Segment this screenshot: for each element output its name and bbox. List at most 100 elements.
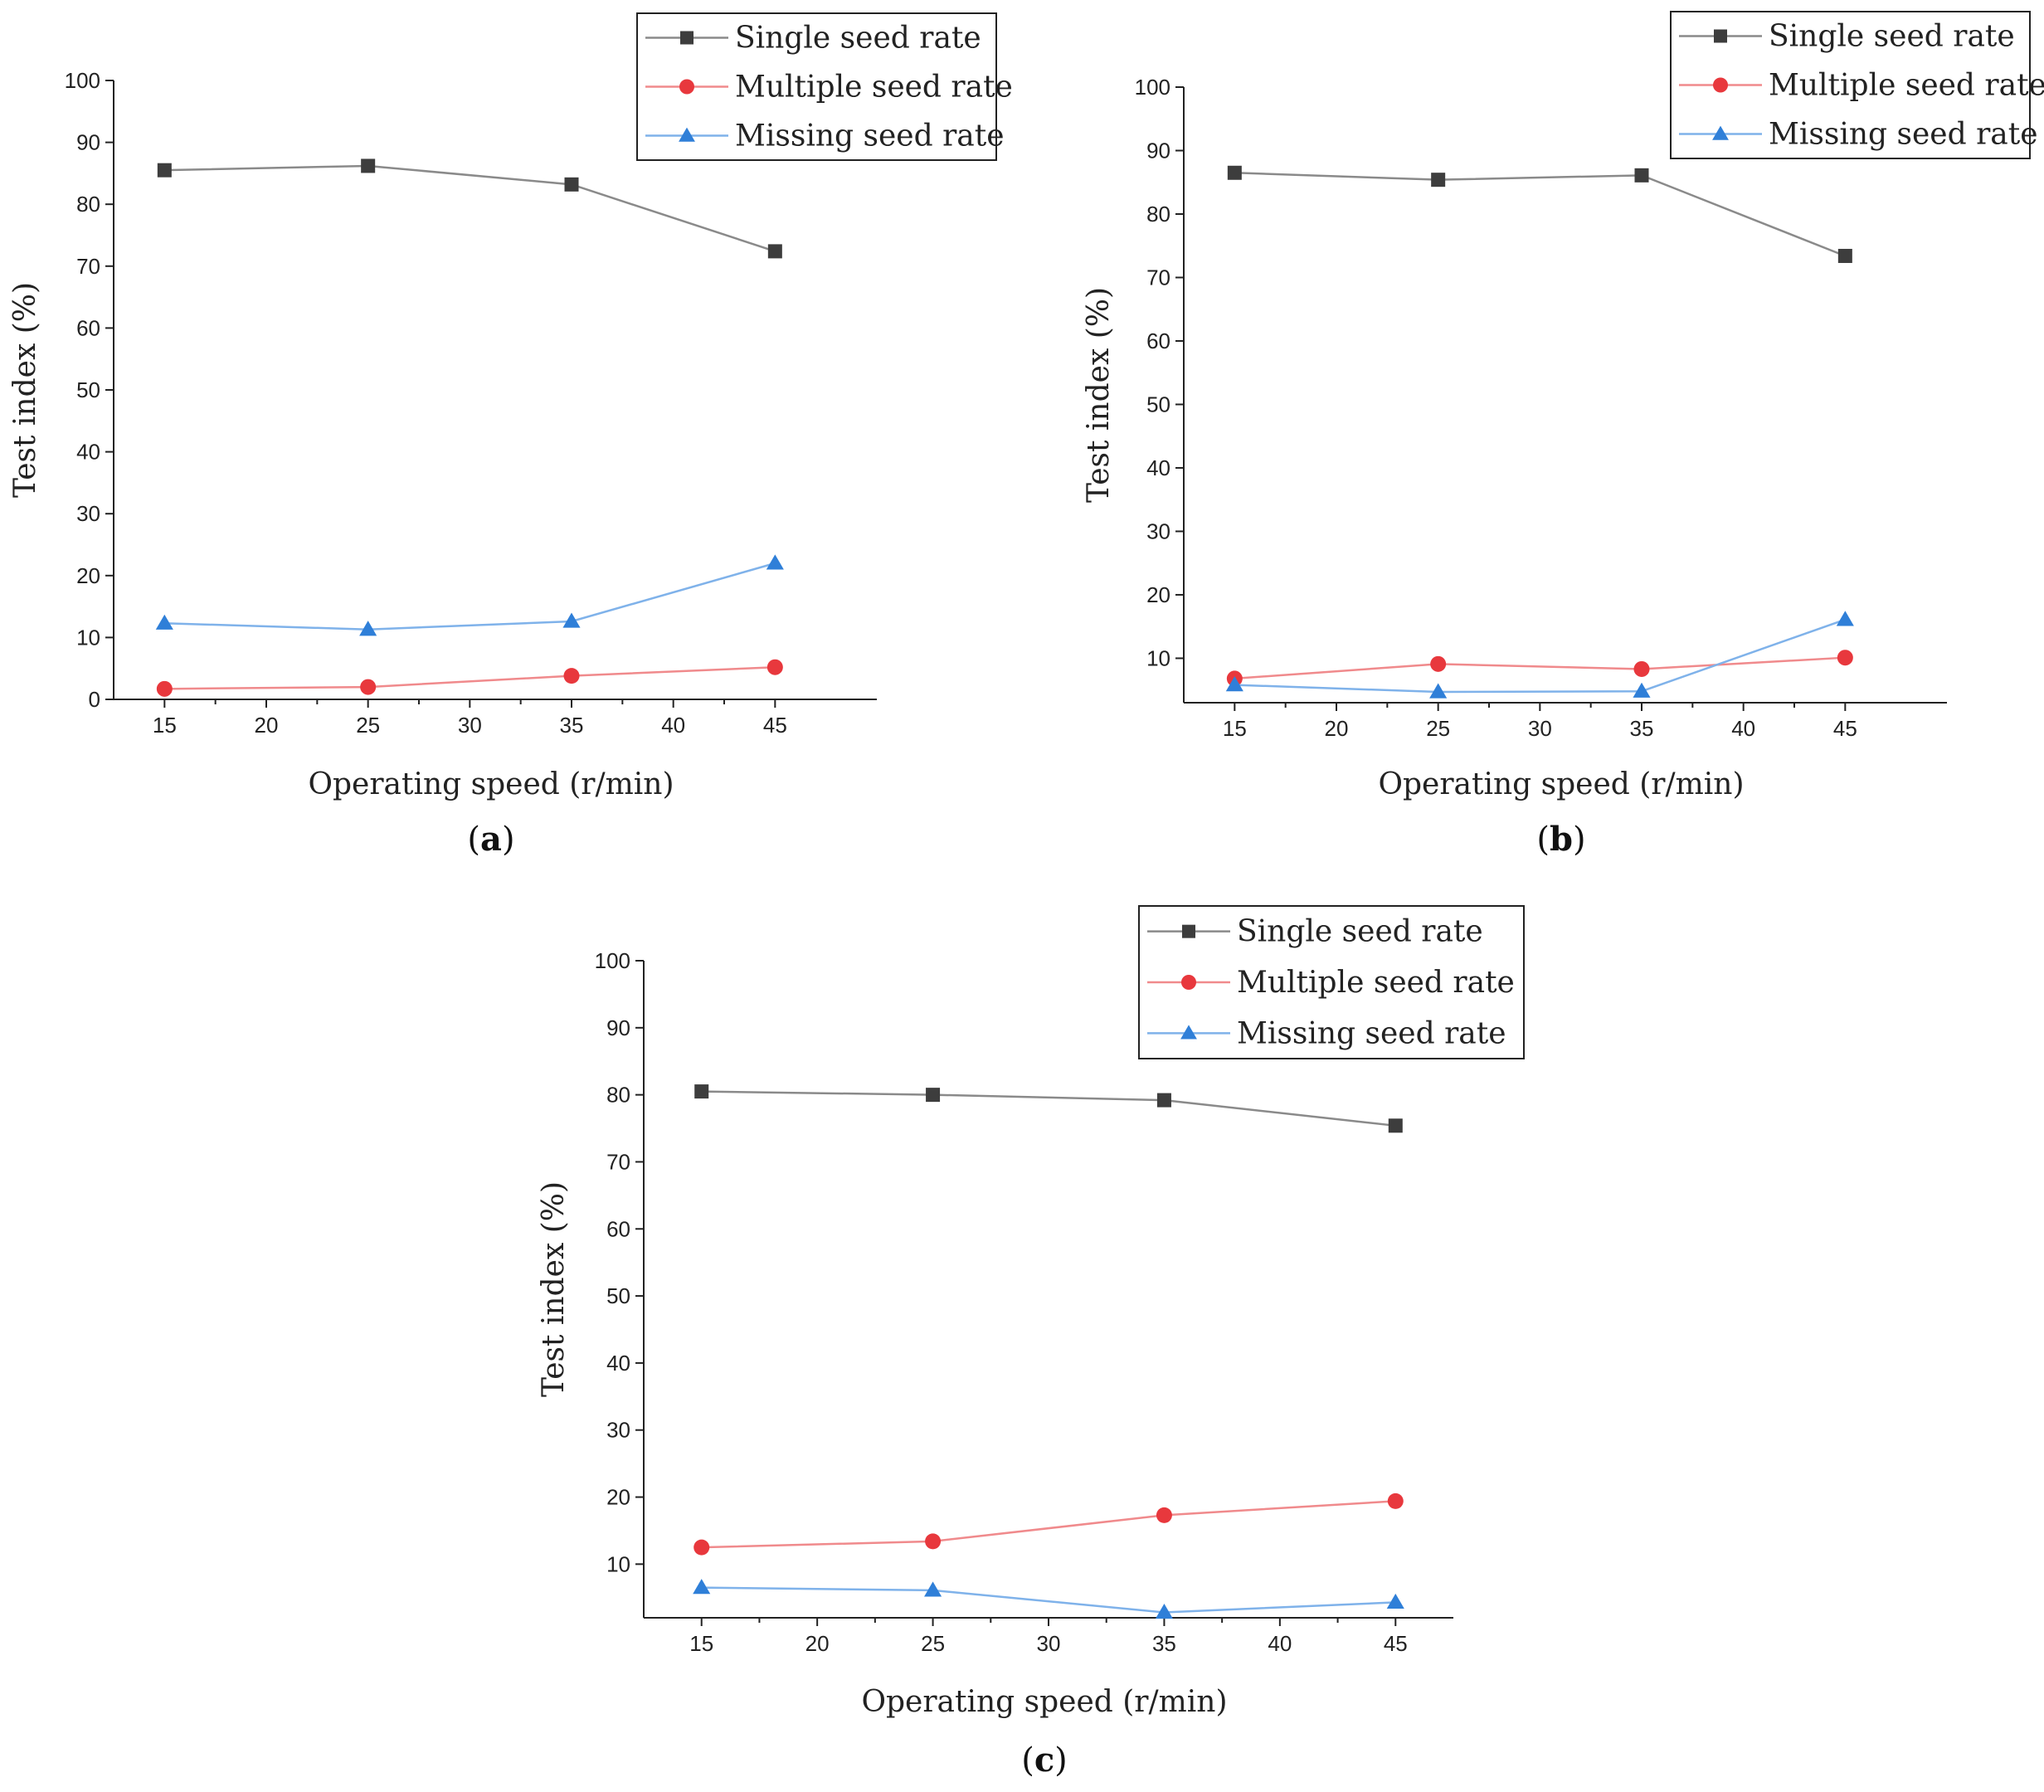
y-tick-label: 0	[89, 687, 100, 712]
x-tick-label: 30	[1037, 1631, 1061, 1656]
data-point-1-2	[1156, 1507, 1172, 1523]
panel-label: (a)	[467, 820, 514, 859]
x-tick-label: 25	[356, 713, 380, 738]
x-tick-label: 30	[1528, 716, 1552, 741]
y-tick-label: 70	[1146, 265, 1170, 290]
y-tick-label: 30	[76, 501, 100, 526]
data-point-0-2	[564, 177, 579, 192]
legend-marker	[1180, 1025, 1197, 1040]
y-tick-label: 20	[606, 1485, 630, 1510]
data-point-2-0	[1225, 676, 1243, 692]
series-line-1	[164, 665, 776, 690]
x-tick-label: 15	[153, 713, 177, 738]
series-line-0	[164, 164, 776, 253]
y-tick-label: 40	[76, 440, 100, 465]
x-tick-label: 45	[1833, 716, 1857, 741]
data-point-2-2	[1155, 1603, 1173, 1619]
y-tick-label: 90	[606, 1015, 630, 1040]
y-axis-title: Test index (%)	[8, 282, 42, 498]
data-point-0-0	[1227, 165, 1242, 180]
data-point-2-2	[562, 612, 581, 628]
y-tick-label: 80	[76, 192, 100, 217]
series-line-2	[701, 1586, 1396, 1614]
data-point-0-1	[1431, 173, 1446, 187]
y-tick-label: 100	[1135, 75, 1170, 100]
data-point-2-1	[1429, 683, 1448, 699]
y-tick-label: 10	[1146, 645, 1170, 670]
x-axis-title: Operating speed (r/min)	[308, 767, 674, 801]
x-tick-label: 35	[1630, 716, 1654, 741]
data-point-0-1	[926, 1088, 941, 1103]
x-tick-label: 40	[1731, 716, 1755, 741]
legend-label: Missing seed rate	[1237, 1016, 1506, 1050]
data-point-0-3	[1388, 1118, 1403, 1133]
legend-marker	[1713, 77, 1728, 93]
data-point-0-0	[157, 163, 172, 178]
x-tick-label: 30	[458, 713, 482, 738]
data-point-2-3	[1836, 611, 1854, 626]
x-tick-label: 15	[1223, 716, 1247, 741]
y-tick-label: 60	[606, 1216, 630, 1241]
x-tick-label: 45	[1384, 1631, 1408, 1656]
data-point-1-3	[766, 659, 783, 675]
legend-marker	[679, 127, 695, 142]
y-tick-label: 50	[1146, 392, 1170, 416]
y-axis-title: Test index (%)	[537, 1181, 571, 1397]
data-point-1-2	[1633, 660, 1650, 677]
x-tick-label: 35	[1152, 1631, 1176, 1656]
y-tick-label: 70	[606, 1149, 630, 1174]
legend-marker	[680, 31, 694, 45]
legend-marker	[1714, 29, 1727, 43]
y-tick-label: 50	[606, 1283, 630, 1308]
y-tick-label: 100	[595, 948, 630, 973]
y-tick-label: 60	[76, 315, 100, 340]
data-point-1-1	[360, 679, 377, 695]
data-point-2-1	[924, 1581, 942, 1597]
legend-label: Multiple seed rate	[1769, 69, 2044, 103]
x-tick-label: 45	[763, 713, 787, 738]
legend-label: Missing seed rate	[735, 119, 1005, 153]
legend-label: Multiple seed rate	[735, 71, 1013, 105]
series-line-1	[701, 1500, 1396, 1549]
y-tick-label: 50	[76, 377, 100, 402]
data-point-0-2	[1634, 168, 1649, 183]
series-line-0	[701, 1090, 1396, 1127]
x-tick-label: 25	[1426, 716, 1450, 741]
data-point-2-0	[693, 1579, 711, 1595]
chart-panel-b: 10 20 30 40 50 60 70 80 90 100 15 20 25 30 35 40 45 Opera…	[1082, 11, 2044, 859]
y-tick-label: 80	[606, 1083, 630, 1108]
x-tick-label: 20	[255, 713, 279, 738]
y-tick-label: 20	[76, 563, 100, 588]
chart-panel-c: 10 20 30 40 50 60 70 80 90 100 15 20 25 30 35 40 45 Opera…	[537, 905, 1525, 1780]
legend-label: Missing seed rate	[1769, 118, 2038, 152]
x-tick-label: 40	[661, 713, 685, 738]
x-tick-label: 25	[921, 1631, 945, 1656]
legend-marker	[1181, 975, 1196, 990]
data-point-1-1	[925, 1533, 942, 1550]
legend-marker	[1712, 125, 1729, 140]
y-tick-label: 40	[606, 1351, 630, 1376]
x-tick-label: 20	[1325, 716, 1349, 741]
x-tick-label: 35	[560, 713, 584, 738]
panel-label: (c)	[1021, 1741, 1068, 1780]
data-point-1-3	[1837, 650, 1853, 666]
legend-label: Multiple seed rate	[1237, 966, 1515, 1000]
chart-panel-a: 0 10 20 30 40 50 60 70 80 90 100 15 20 25 30 35 40 45 Oper…	[8, 12, 1013, 859]
panel-label: (b)	[1536, 820, 1585, 859]
y-tick-label: 30	[606, 1418, 630, 1443]
data-point-1-0	[694, 1539, 710, 1556]
y-tick-label: 90	[1146, 138, 1170, 163]
data-point-1-0	[156, 680, 173, 697]
series-line-0	[1234, 172, 1846, 257]
y-tick-label: 60	[1146, 329, 1170, 353]
data-point-1-1	[1430, 655, 1447, 672]
y-tick-label: 80	[1146, 202, 1170, 226]
y-tick-label: 10	[606, 1551, 630, 1576]
data-point-0-0	[694, 1084, 709, 1099]
series-line-1	[1234, 656, 1846, 680]
data-point-0-1	[361, 158, 376, 173]
data-point-1-3	[1387, 1493, 1404, 1509]
series-line-2	[1234, 618, 1846, 694]
legend-marker	[679, 79, 694, 95]
x-axis-title: Operating speed (r/min)	[861, 1685, 1227, 1719]
